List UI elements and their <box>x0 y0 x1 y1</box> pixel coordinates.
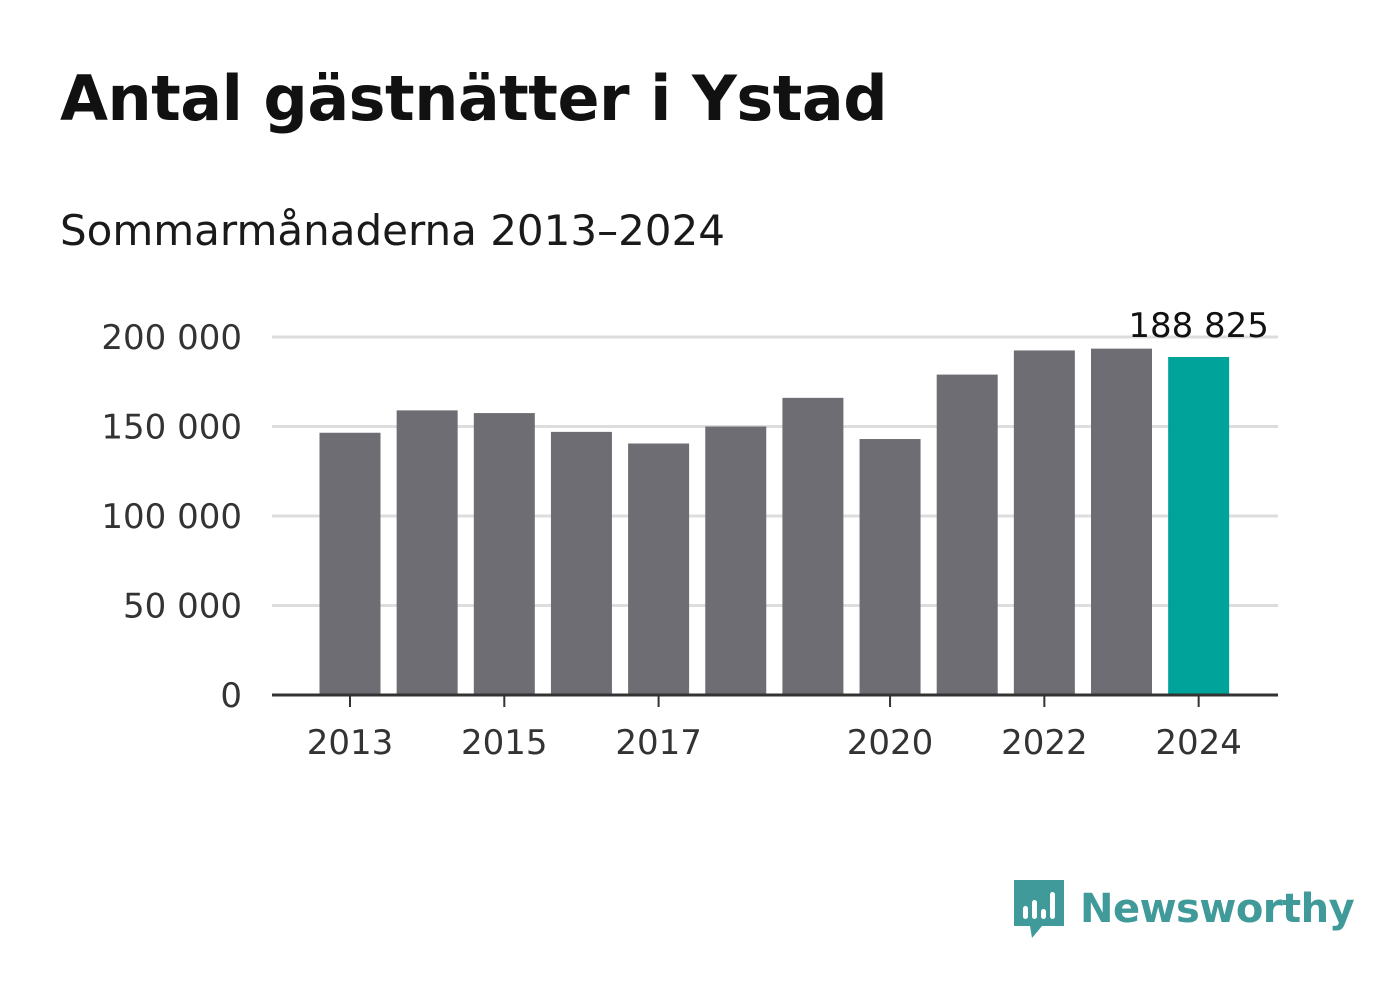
y-tick-label: 100 000 <box>101 497 242 537</box>
brand-name: Newsworthy <box>1080 886 1355 932</box>
bar-value-label: 188 825 <box>1128 306 1269 346</box>
bar-2023 <box>1091 348 1152 695</box>
bar-2015 <box>473 413 535 695</box>
x-tick-label: 2024 <box>1155 723 1242 763</box>
bar-2014 <box>396 410 458 695</box>
bar-2021 <box>936 374 998 695</box>
y-tick-label: 50 000 <box>123 587 242 627</box>
bar-2022 <box>1013 350 1075 695</box>
bars <box>319 348 1230 695</box>
bar-2016 <box>550 431 612 695</box>
chart-subtitle: Sommarmånaderna 2013–2024 <box>60 206 725 255</box>
y-tick-label: 200 000 <box>101 318 242 358</box>
x-tick-label: 2013 <box>307 723 394 763</box>
newsworthy-logo-icon <box>1014 880 1064 938</box>
axes <box>272 693 1278 707</box>
bar-2024 <box>1168 357 1230 695</box>
y-tick-label: 150 000 <box>101 408 242 448</box>
bar-2019 <box>782 397 844 695</box>
chart-title: Antal gästnätter i Ystad <box>60 62 888 135</box>
x-tick-label: 2015 <box>461 723 548 763</box>
labels: 0 50 000 100 000 150 000 200 000 188 825 2013 2… <box>101 306 1269 763</box>
bar-2013 <box>319 432 381 695</box>
y-tick-label: 0 <box>220 676 242 716</box>
newsworthy-logo: Newsworthy <box>1010 878 1355 940</box>
bar-2018 <box>705 426 767 695</box>
bar-2020 <box>859 439 921 695</box>
x-tick-label: 2017 <box>615 723 702 763</box>
bar-2017 <box>628 443 690 695</box>
x-tick-label: 2022 <box>1001 723 1088 763</box>
x-tick-label: 2020 <box>847 723 934 763</box>
